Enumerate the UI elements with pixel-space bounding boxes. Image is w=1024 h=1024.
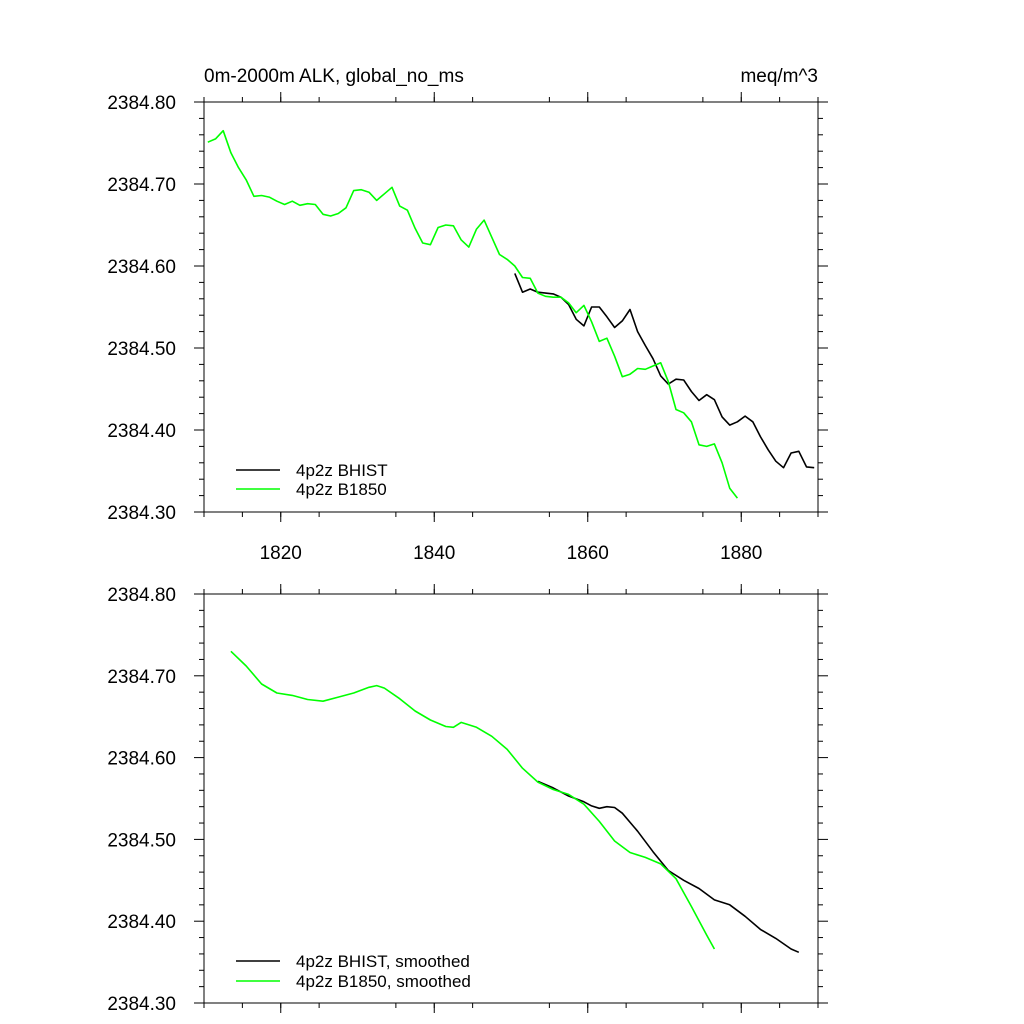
y-tick-label: 2384.30: [107, 994, 176, 1015]
y-tick-label: 2384.60: [107, 749, 176, 770]
plot-frame: [203, 101, 819, 513]
units-label: meq/m^3: [740, 66, 818, 87]
plot-frame: [203, 593, 819, 1004]
x-tick-label: 1860: [567, 543, 609, 564]
series-line-b1850: [230, 650, 716, 950]
y-tick-label: 2384.50: [107, 339, 176, 360]
series-line-b1850: [207, 129, 739, 499]
y-tick-label: 2384.70: [107, 667, 176, 688]
x-tick-label: 1880: [720, 543, 762, 564]
legend-label: 4p2z BHIST, smoothed: [296, 952, 470, 971]
y-tick-label: 2384.60: [107, 257, 176, 278]
top-panel: 2384.30 2384.40 2384.50 2384.60 2384.70 2384.…: [107, 66, 828, 564]
y-tick-label: 2384.40: [107, 421, 176, 442]
y-tick-label: 2384.30: [107, 503, 176, 524]
series-line-bhist: [537, 780, 800, 954]
legend-label: 4p2z BHIST: [296, 461, 388, 480]
chart-title: 0m-2000m ALK, global_no_ms: [204, 66, 464, 87]
x-tick-label: 1840: [413, 543, 455, 564]
legend-label: 4p2z B1850: [296, 480, 387, 499]
y-tick-label: 2384.80: [107, 585, 176, 606]
y-tick-label: 2384.70: [107, 175, 176, 196]
bottom-panel: 2384.30 2384.40 2384.50 2384.60 2384.70 2384.…: [107, 584, 828, 1015]
y-tick-label: 2384.80: [107, 93, 176, 114]
x-tick-label: 1820: [260, 543, 302, 564]
legend-label: 4p2z B1850, smoothed: [296, 972, 471, 991]
y-tick-label: 2384.40: [107, 912, 176, 933]
y-tick-label: 2384.50: [107, 830, 176, 851]
